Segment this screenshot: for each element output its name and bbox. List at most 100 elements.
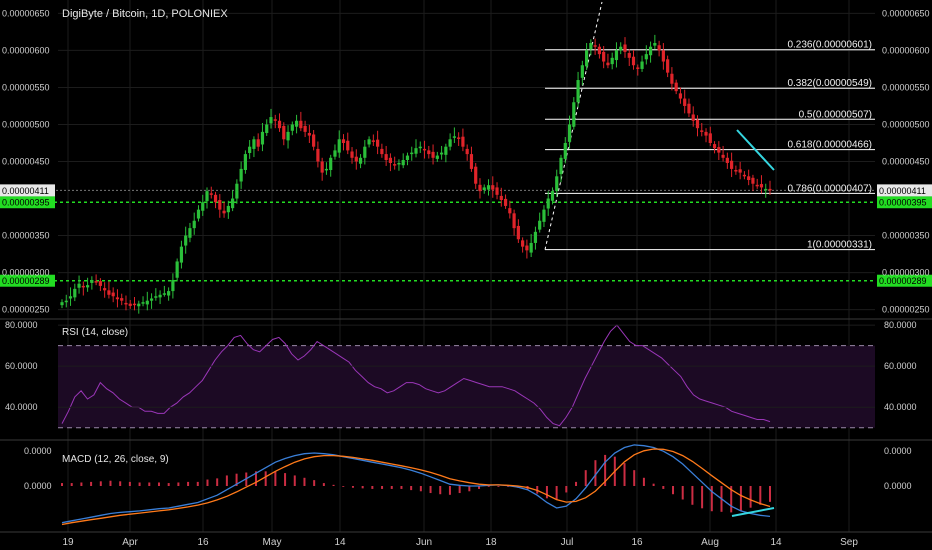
candle[interactable]	[439, 145, 444, 160]
candle[interactable]	[742, 171, 747, 180]
candle[interactable]	[452, 127, 456, 143]
candle[interactable]	[269, 108, 273, 129]
candle[interactable]	[670, 67, 674, 91]
candle[interactable]	[712, 141, 717, 154]
candle[interactable]	[81, 281, 85, 296]
candle[interactable]	[418, 141, 422, 153]
candle[interactable]	[192, 212, 196, 235]
candle[interactable]	[738, 161, 742, 180]
candle[interactable]	[175, 258, 179, 282]
candle[interactable]	[614, 42, 619, 68]
candle[interactable]	[320, 157, 324, 181]
candle[interactable]	[307, 124, 311, 143]
candle[interactable]	[589, 39, 593, 56]
candle[interactable]	[717, 141, 721, 161]
candle[interactable]	[576, 71, 580, 108]
candle[interactable]	[491, 176, 495, 198]
price-pane[interactable]: 0.00000395 0.00000395 0.00000289 0.00000289…	[0, 1, 932, 315]
candle[interactable]	[260, 122, 265, 152]
rsi-pane[interactable]: RSI (14, close) 80.0000 60.0000 40.0000 80…	[5, 320, 917, 429]
candles[interactable]	[60, 34, 772, 314]
candle[interactable]	[533, 226, 538, 250]
candle[interactable]	[85, 277, 90, 292]
candle[interactable]	[550, 187, 555, 205]
candle[interactable]	[73, 283, 77, 302]
candle[interactable]	[98, 278, 102, 292]
candle[interactable]	[755, 178, 759, 189]
candle[interactable]	[631, 50, 636, 70]
candle[interactable]	[167, 287, 171, 301]
candle[interactable]	[145, 291, 149, 311]
candle[interactable]	[388, 153, 393, 172]
candle[interactable]	[585, 43, 589, 71]
candle[interactable]	[555, 169, 559, 198]
candle[interactable]	[239, 161, 243, 189]
candle[interactable]	[465, 144, 469, 161]
macd-pane[interactable]: MACD (12, 26, close, 9) 0.0000 0.0000 0.0…	[24, 444, 912, 526]
candle[interactable]	[661, 43, 665, 70]
candle[interactable]	[243, 150, 247, 174]
fibonacci-retracement[interactable]: 0.236(0.00000601) 0.382(0.00000549) 0.5(0.…	[545, 40, 875, 251]
candle[interactable]	[495, 182, 499, 200]
candle[interactable]	[708, 126, 712, 146]
candle[interactable]	[299, 111, 303, 132]
candle[interactable]	[393, 156, 397, 170]
candle[interactable]	[687, 98, 691, 118]
candle[interactable]	[132, 297, 137, 311]
candle[interactable]	[653, 34, 657, 50]
candle[interactable]	[350, 147, 354, 164]
candle[interactable]	[303, 120, 307, 138]
candle[interactable]	[290, 121, 294, 136]
candle[interactable]	[580, 60, 584, 86]
candle[interactable]	[115, 289, 120, 308]
candle[interactable]	[103, 282, 107, 298]
candle[interactable]	[683, 89, 687, 114]
candle[interactable]	[333, 144, 337, 160]
candle[interactable]	[171, 273, 175, 299]
candle[interactable]	[725, 152, 729, 169]
candle[interactable]	[371, 134, 375, 146]
candle[interactable]	[730, 152, 734, 178]
candle[interactable]	[678, 87, 683, 104]
candle[interactable]	[503, 194, 508, 209]
candle[interactable]	[282, 122, 286, 146]
candle[interactable]	[205, 187, 209, 209]
candle[interactable]	[593, 38, 597, 55]
candle[interactable]	[410, 146, 414, 161]
candle[interactable]	[747, 169, 751, 186]
candle[interactable]	[218, 194, 222, 218]
candle[interactable]	[721, 145, 725, 162]
candle[interactable]	[354, 149, 358, 170]
candle[interactable]	[277, 113, 282, 132]
candle[interactable]	[516, 219, 520, 243]
candle[interactable]	[312, 130, 316, 151]
candle[interactable]	[107, 281, 111, 299]
candle[interactable]	[158, 290, 162, 305]
candle[interactable]	[435, 151, 439, 162]
candle[interactable]	[427, 145, 431, 159]
candle[interactable]	[512, 209, 516, 236]
candle[interactable]	[559, 154, 563, 183]
candle[interactable]	[734, 165, 738, 175]
candle[interactable]	[60, 299, 64, 309]
candle[interactable]	[546, 191, 550, 216]
candle[interactable]	[401, 153, 405, 169]
candle[interactable]	[478, 178, 482, 199]
candle[interactable]	[695, 115, 700, 137]
candle[interactable]	[252, 136, 256, 158]
candle[interactable]	[196, 205, 201, 222]
candle[interactable]	[397, 159, 401, 171]
candle[interactable]	[444, 143, 448, 163]
candle[interactable]	[457, 132, 461, 146]
candle[interactable]	[329, 154, 333, 177]
candle[interactable]	[572, 97, 576, 130]
candle[interactable]	[286, 125, 290, 149]
candle[interactable]	[751, 174, 755, 192]
macd-trendline[interactable]	[731, 507, 775, 517]
candle[interactable]	[461, 128, 465, 152]
candle[interactable]	[499, 187, 503, 207]
candle[interactable]	[525, 239, 529, 259]
candle[interactable]	[538, 212, 542, 233]
candle[interactable]	[90, 276, 94, 290]
candle[interactable]	[644, 45, 648, 65]
